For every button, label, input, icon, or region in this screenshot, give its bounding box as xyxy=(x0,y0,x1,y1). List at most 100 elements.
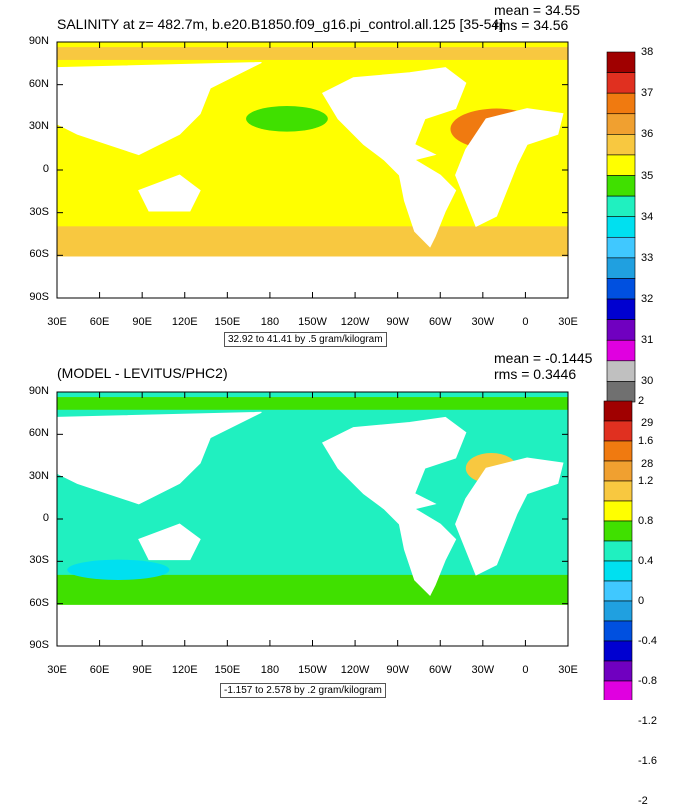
panel2-contour-band xyxy=(57,397,568,410)
panel2-lat-label: 60S xyxy=(29,596,49,609)
panel1-lon-label: 0 xyxy=(522,316,529,328)
panel2-legend-label: -0.8 xyxy=(638,675,657,687)
panel1-lat-label: 90S xyxy=(29,291,49,303)
panel2-legend-swatch xyxy=(603,680,633,700)
panel2-legend-swatch xyxy=(603,600,633,622)
panel2-range-label: -1.157 to 2.578 by .2 gram/kilogram xyxy=(220,683,386,698)
panel1-lon-label: 90E xyxy=(132,316,152,328)
panel1-pacific-low xyxy=(246,106,328,132)
panel1-legend-label: 34 xyxy=(641,210,654,223)
panel1-legend-swatch xyxy=(606,360,636,382)
panel2-legend-swatch xyxy=(603,440,633,462)
panel2-legend-swatch xyxy=(603,500,633,522)
panel1-legend-swatch xyxy=(606,113,636,135)
panel2-legend-swatch xyxy=(603,480,633,502)
panel2-lon-label: 60E xyxy=(89,664,110,676)
panel1-legend-swatch xyxy=(606,72,636,94)
panel2-land-mask xyxy=(56,411,262,505)
panel2-legend-swatch xyxy=(603,640,633,662)
panel2-legend-label: 1.6 xyxy=(638,435,654,447)
panel1-legend-swatch xyxy=(606,381,636,403)
panel1-title: SALINITY at z= 482.7m, b.e20.B1850.f09_g… xyxy=(57,16,504,32)
panel2-contour-band xyxy=(57,574,568,606)
panel1-lon-label: 120W xyxy=(340,316,370,328)
panel2-lon-label: 0 xyxy=(522,664,529,676)
panel2-lon-label: 150E xyxy=(214,664,241,676)
panel2-lat-label: 90S xyxy=(29,639,49,651)
panel1-lon-label: 150E xyxy=(214,316,241,328)
panel1-range-label: 32.92 to 41.41 by .5 gram/kilogram xyxy=(224,332,387,347)
panel1-legend-swatch xyxy=(606,278,636,300)
panel1-legend-label: 31 xyxy=(641,334,654,347)
panel1-contour-band xyxy=(57,47,568,60)
panel1-lon-label: 60W xyxy=(428,316,452,328)
panel1-land-mask xyxy=(56,62,262,156)
panel1-lon-label: 30E xyxy=(47,316,67,328)
panel1-legend-swatch xyxy=(606,175,636,197)
panel2-lon-label: 120E xyxy=(171,664,198,676)
panel1-land-mask xyxy=(138,174,201,212)
panel2-lat-label: 30S xyxy=(29,554,49,567)
panel1-legend-swatch xyxy=(606,216,636,238)
panel2-land-mask xyxy=(56,604,569,647)
panel1-legend-label: 36 xyxy=(641,128,654,141)
panel2-legend-label: 0 xyxy=(638,595,645,607)
panel2-legend-swatch xyxy=(603,620,633,642)
maps-canvas xyxy=(56,41,636,700)
panel2-title: (MODEL - LEVITUS/PHC2) xyxy=(57,365,228,381)
panel1-lat-label: 0 xyxy=(42,163,49,175)
panel2-legend-label: -0.4 xyxy=(638,635,657,647)
panel1-legend-swatch xyxy=(606,154,636,176)
panel2-lat-label: 0 xyxy=(42,512,49,524)
panel1-legend-label: 33 xyxy=(641,251,654,264)
panel1-contour-band xyxy=(57,226,568,258)
panel1-legend-label: 35 xyxy=(641,169,654,182)
panel2-legend-swatch xyxy=(603,580,633,602)
panel1-lat-label: 60S xyxy=(29,248,49,261)
panel2-lon-label: 150W xyxy=(298,664,327,676)
panel2-legend-swatch xyxy=(603,460,633,482)
panel2-land-mask xyxy=(138,523,201,561)
panel2-legend-swatch xyxy=(603,400,633,422)
panel1-legend-label: 29 xyxy=(641,416,654,429)
panel2-legend-label: -1.6 xyxy=(638,755,657,767)
panel2-lat-label: 90N xyxy=(28,385,49,397)
panel2-southern-anomaly xyxy=(67,559,170,580)
panel1-lon-label: 30W xyxy=(471,316,495,328)
panel1-legend-swatch xyxy=(606,92,636,115)
panel1-lat-label: 90N xyxy=(28,35,49,47)
panel1-legend-swatch xyxy=(606,257,636,279)
panel2-legend-label: 1.2 xyxy=(638,475,654,487)
panel1-lat-label: 30N xyxy=(28,120,49,133)
panel2-rms: rms = 0.3446 xyxy=(494,366,577,382)
panel1-lon-label: 150W xyxy=(298,316,327,328)
panel2-legend-label: -2 xyxy=(638,795,648,807)
panel2-legend-swatch xyxy=(603,540,633,562)
panel1-lon-label: 180 xyxy=(260,316,280,328)
panel1-legend-swatch xyxy=(606,319,636,341)
panel1-land-mask xyxy=(56,256,569,299)
panel2-legend-label: 2 xyxy=(638,395,645,407)
panel1-lon-label: 30E xyxy=(558,316,578,328)
panel1-legend-label: 30 xyxy=(641,375,654,388)
panel2-mean: mean = -0.1445 xyxy=(494,350,593,366)
panel1-mean: mean = 34.55 xyxy=(494,2,581,18)
panel2-legend-swatch xyxy=(603,660,633,682)
panel2-land-mask xyxy=(455,457,564,576)
panel2-legend-swatch xyxy=(603,560,633,582)
panel1-land-mask xyxy=(321,67,467,248)
panel1-legend-swatch xyxy=(606,134,636,156)
panel1-legend-swatch xyxy=(606,298,636,320)
panel1-lat-label: 30S xyxy=(29,205,49,218)
panel2-lon-label: 90E xyxy=(132,664,152,676)
panel1-rms: rms = 34.56 xyxy=(494,17,569,33)
panel1-legend-label: 38 xyxy=(641,46,654,58)
panel2-lon-label: 60W xyxy=(428,664,452,676)
panel1-legend-label: 32 xyxy=(641,293,654,306)
panel1-legend-swatch xyxy=(606,339,636,362)
panel2-lat-label: 30N xyxy=(28,469,49,482)
panel1-land-mask xyxy=(455,108,564,227)
panel2-legend-label: 0.8 xyxy=(638,515,654,527)
panel1-lon-label: 90W xyxy=(386,316,409,328)
panel2-lon-label: 30W xyxy=(471,664,495,676)
